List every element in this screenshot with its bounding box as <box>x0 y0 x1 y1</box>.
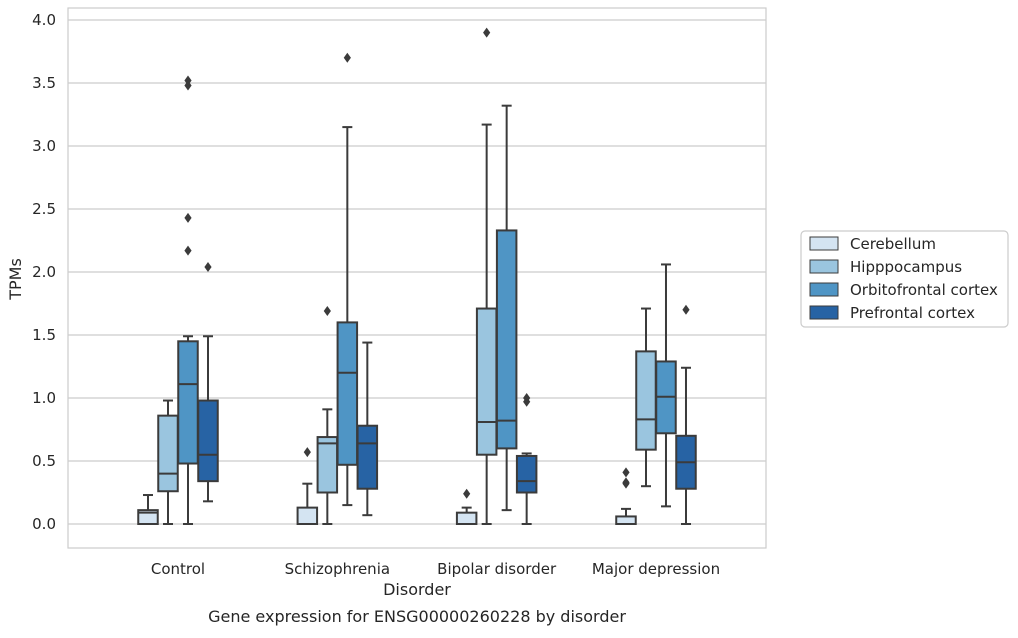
outlier-point <box>204 261 212 272</box>
outlier-point <box>184 245 192 256</box>
y-tick-label: 3.0 <box>32 137 56 155</box>
outlier-point <box>323 306 331 317</box>
legend-label-orbitofrontal-cortex: Orbitofrontal cortex <box>850 281 998 299</box>
outlier-point <box>343 52 351 63</box>
box-orbitofrontal-cortex-bipolar-disorder <box>495 104 518 512</box>
box-iqr <box>336 321 359 466</box>
box-cerebellum-bipolar-disorder <box>455 488 478 525</box>
box-cerebellum-control <box>137 494 159 526</box>
box-hipppocampus-schizophrenia <box>316 306 339 525</box>
box-iqr <box>615 515 637 526</box>
box-iqr <box>635 350 657 451</box>
box-iqr <box>296 506 319 525</box>
box-orbitofrontal-cortex-schizophrenia <box>336 52 359 507</box>
outlier-point <box>463 488 471 499</box>
legend-swatch-cerebellum <box>809 236 839 251</box>
outlier-point <box>622 477 630 488</box>
box-orbitofrontal-cortex-major-depression <box>655 263 677 508</box>
legend-item-orbitofrontal-cortex: Orbitofrontal cortex <box>809 281 998 299</box>
outlier-point <box>184 212 192 223</box>
y-tick-label: 1.0 <box>32 389 56 407</box>
box-hipppocampus-control <box>157 399 179 525</box>
box-prefrontal-cortex-control <box>197 261 219 503</box>
legend-frame <box>800 230 1009 328</box>
box-orbitofrontal-cortex-control <box>177 75 199 525</box>
outlier-point <box>184 75 192 86</box>
series-hipppocampus <box>157 27 657 525</box>
y-tick-label: 4.0 <box>32 11 56 29</box>
box-hipppocampus-bipolar-disorder <box>475 27 498 525</box>
box-prefrontal-cortex-bipolar-disorder <box>515 393 538 525</box>
y-tick-label: 0.0 <box>32 515 56 533</box>
box-iqr <box>495 229 518 450</box>
legend-label-cerebellum: Cerebellum <box>850 235 936 253</box>
x-tick-label: Schizophrenia <box>285 560 390 578</box>
x-axis-label: Disorder <box>383 580 451 599</box>
box-iqr <box>475 307 498 456</box>
legend-item-hippocampus: Hipppocampus <box>809 258 962 276</box>
legend: Cerebellum Hipppocampus Orbitofrontal co… <box>800 230 1009 328</box>
legend-item-cerebellum: Cerebellum <box>809 235 936 253</box>
box-iqr <box>455 511 478 525</box>
box-prefrontal-cortex-major-depression <box>675 304 697 525</box>
x-tick-label: Bipolar disorder <box>437 560 557 578</box>
box-series <box>137 27 697 526</box>
x-axis-ticks: Control Schizophrenia Bipolar disorder Majo… <box>151 560 720 578</box>
y-tick-label: 2.0 <box>32 263 56 281</box>
box-iqr <box>177 340 199 465</box>
outlier-point <box>483 27 491 38</box>
chart-caption: Gene expression for ENSG00000260228 by d… <box>208 607 626 626</box>
legend-item-prefrontal-cortex: Prefrontal cortex <box>809 304 975 322</box>
series-prefrontal-cortex <box>197 261 697 525</box>
box-iqr <box>157 414 179 493</box>
outlier-point <box>184 80 192 91</box>
series-cerebellum <box>137 447 637 526</box>
box-prefrontal-cortex-schizophrenia <box>356 341 379 517</box>
y-tick-label: 0.5 <box>32 452 56 470</box>
y-axis-label: TPMs <box>6 258 25 301</box>
legend-label-hippocampus: Hipppocampus <box>850 258 962 276</box>
box-cerebellum-major-depression <box>615 467 637 526</box>
box-iqr <box>515 454 538 494</box>
box-iqr <box>316 436 339 494</box>
plot-area-frame <box>67 7 767 549</box>
y-axis-ticks: 0.0 0.5 1.0 1.5 2.0 2.5 3.0 3.5 4.0 <box>32 11 56 533</box>
box-cerebellum-schizophrenia <box>296 447 319 525</box>
legend-swatch-orbitofrontal-cortex <box>809 282 839 297</box>
outlier-point <box>523 393 531 403</box>
legend-swatch-hippocampus <box>809 259 839 274</box>
y-tick-label: 2.5 <box>32 200 56 218</box>
x-tick-label: Major depression <box>592 560 720 578</box>
legend-swatch-prefrontal-cortex <box>809 305 839 320</box>
y-tick-label: 3.5 <box>32 74 56 92</box>
series-orbitofrontal-cortex <box>177 52 677 525</box>
outlier-point <box>682 304 690 315</box>
outlier-point <box>622 467 630 478</box>
box-iqr <box>197 399 219 483</box>
legend-label-prefrontal-cortex: Prefrontal cortex <box>850 304 975 322</box>
y-tick-label: 1.5 <box>32 326 56 344</box>
box-iqr <box>356 424 379 490</box>
x-tick-label: Control <box>151 560 205 578</box>
outlier-point <box>303 447 311 458</box>
